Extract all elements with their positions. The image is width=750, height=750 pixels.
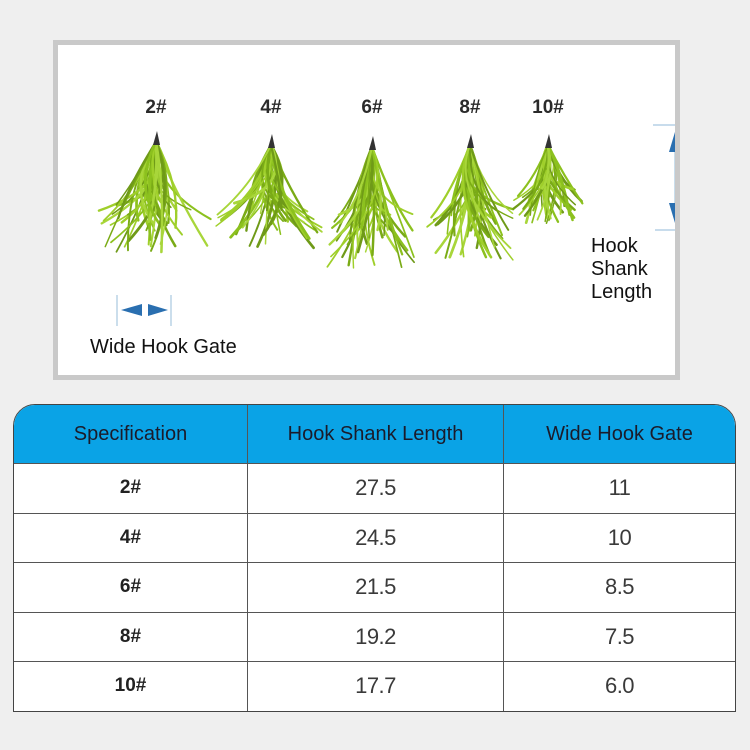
spec-cell: 8#	[119, 625, 142, 647]
hook-shank-length-label: Hook Shank Length	[591, 235, 652, 304]
lures-image	[97, 131, 584, 269]
gate-cell: 11	[503, 464, 735, 513]
shank-cell: 17.7	[247, 662, 503, 711]
size-label-4: 4#	[260, 97, 282, 118]
shank-cell: 27.5	[247, 464, 503, 513]
gate-cell: 10	[503, 513, 735, 562]
dimension-arrows	[116, 124, 675, 326]
lure-8#	[426, 134, 515, 261]
size-label-8: 8#	[459, 97, 481, 118]
column-header: Specification	[73, 422, 188, 445]
spec-table: Specification Hook Shank Length Wide Hoo…	[13, 404, 736, 712]
annot-line: Length	[591, 281, 653, 303]
size-label-2: 2#	[145, 97, 167, 118]
column-header: Wide Hook Gate	[503, 405, 735, 463]
hook-eye-icon	[369, 136, 376, 150]
table-row: 6# 21.5 8.5	[14, 562, 735, 612]
spec-cell: 6#	[119, 576, 142, 598]
hook-eye-icon	[467, 134, 474, 148]
size-label-10: 10#	[532, 97, 564, 118]
lure-6#	[326, 136, 415, 269]
wide-hook-gate-label: Wide Hook Gate	[90, 336, 237, 358]
hook-gate-arrow-icon	[116, 295, 172, 326]
lure-4#	[215, 134, 323, 250]
gate-cell: 8.5	[503, 563, 735, 612]
product-photo: 2# 4# 6# 8# 10# Hook Shank Length Wide H…	[53, 40, 680, 380]
shank-length-arrow-icon	[653, 124, 675, 231]
spec-cell: 4#	[119, 526, 142, 548]
spec-cell: 2#	[119, 477, 142, 499]
column-header: Hook Shank Length	[247, 405, 503, 463]
shank-cell: 19.2	[247, 612, 503, 661]
shank-cell: 24.5	[247, 513, 503, 562]
gate-cell: 7.5	[503, 612, 735, 661]
size-label-6: 6#	[361, 97, 383, 118]
hook-eye-icon	[545, 134, 552, 148]
table-row: 8# 19.2 7.5	[14, 611, 735, 661]
shank-cell: 21.5	[247, 563, 503, 612]
hook-eye-icon	[153, 131, 160, 145]
hook-eye-icon	[268, 134, 275, 148]
annot-line: Shank	[591, 258, 648, 280]
annot-line: Hook	[591, 235, 638, 257]
gate-cell: 6.0	[503, 662, 735, 711]
table-row: 4# 24.5 10	[14, 512, 735, 562]
spec-cell: 10#	[114, 675, 147, 697]
table-row: 10# 17.7 6.0	[14, 661, 735, 711]
table-row: 2# 27.5 11	[14, 463, 735, 513]
table-header: Specification Hook Shank Length Wide Hoo…	[14, 405, 735, 463]
lure-2#	[97, 131, 212, 254]
lure-10#	[512, 134, 584, 225]
